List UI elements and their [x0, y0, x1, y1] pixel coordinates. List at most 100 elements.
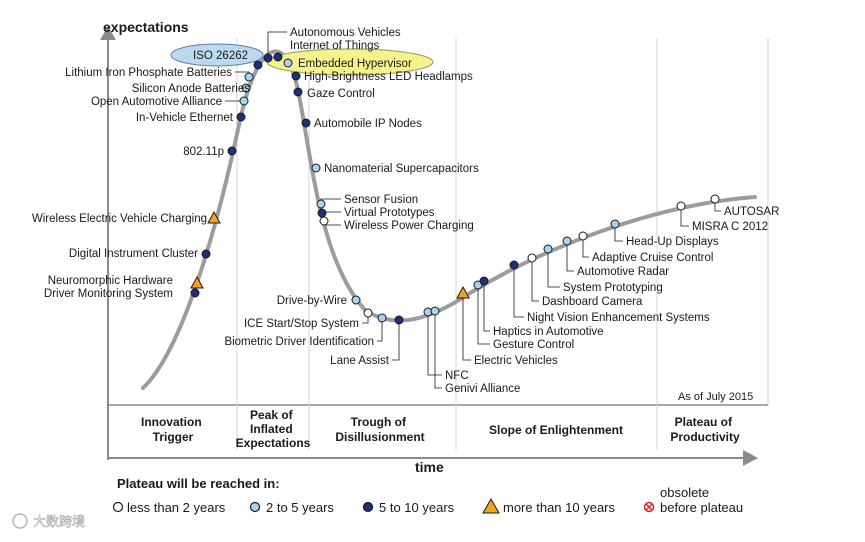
- marker-drive-by-wire: [351, 295, 361, 305]
- label-lithium-iron-phosphate-batteries: Lithium Iron Phosphate Batteries: [65, 67, 232, 79]
- marker-sensor-fusion: [316, 199, 326, 209]
- label-autosar: AUTOSAR: [724, 206, 779, 218]
- phase-slope-enlightenment: Slope of Enlightenment: [489, 423, 623, 437]
- label-wireless-power-charging: Wireless Power Charging: [344, 220, 474, 232]
- technology-markers: [190, 52, 720, 325]
- marker-silicon-anode-batteries: [241, 83, 251, 93]
- label-neuromorphic-hardware: Neuromorphic Hardware: [48, 275, 173, 287]
- legend-title: Plateau will be reached in:: [117, 476, 280, 491]
- legend-obsolete-cross-icon: [645, 503, 653, 511]
- marker-neuromorphic-hardware: [190, 275, 204, 289]
- marker-wireless-electric-vehicle-charging: [207, 210, 221, 224]
- legend-label-obsolete-top: obsolete: [660, 485, 709, 500]
- legend-label-lt2: less than 2 years: [127, 500, 226, 515]
- leader-line-electric-vehicles: [462, 293, 471, 361]
- legend-label-2to5: 2 to 5 years: [266, 500, 334, 515]
- marker-biometric-driver-identification: [377, 313, 387, 323]
- phase-trough-disillusionment: Trough of Disillusionment: [335, 415, 424, 444]
- label-lane-assist: Lane Assist: [330, 355, 390, 367]
- legend-marker-5to10: [362, 501, 374, 513]
- legend-marker-gt10: [482, 497, 500, 514]
- label-drive-by-wire: Drive-by-Wire: [277, 295, 347, 307]
- marker-misra-c-2012: [676, 201, 686, 211]
- marker-ice-start-stop-system: [363, 308, 373, 318]
- label-sensor-fusion: Sensor Fusion: [344, 194, 418, 206]
- label-high-brightness-led-headlamps: High-Brightness LED Headlamps: [304, 71, 473, 83]
- phase-peak-inflated-expectations: Peak of Inflated Expectations: [236, 408, 311, 450]
- label-virtual-prototypes: Virtual Prototypes: [344, 207, 435, 219]
- marker-in-vehicle-ethernet: [236, 112, 246, 122]
- marker-virtual-prototypes: [317, 208, 327, 218]
- marker-night-vision-enhancement-systems: [509, 260, 519, 270]
- label-embedded-hypervisor: Embedded Hypervisor: [298, 58, 412, 70]
- label-wireless-electric-vehicle-charging: Wireless Electric Vehicle Charging: [32, 213, 207, 225]
- label-silicon-anode-batteries: Silicon Anode Batteries: [132, 83, 251, 95]
- phase-innovation-trigger-line-2: Trigger: [153, 430, 194, 444]
- legend-label-5to10: 5 to 10 years: [379, 500, 455, 515]
- phase-trough-line-1: Trough of: [351, 415, 407, 429]
- phase-peak-line-2: Inflated: [250, 422, 293, 436]
- leader-line-autonomous-vehicles: [267, 31, 287, 58]
- marker-open-automotive-alliance: [239, 96, 249, 106]
- marker-wireless-power-charging: [319, 216, 329, 226]
- marker-high-brightness-led-headlamps: [291, 71, 301, 81]
- label-nanomaterial-supercapacitors: Nanomaterial Supercapacitors: [324, 163, 479, 175]
- label-electric-vehicles: Electric Vehicles: [474, 355, 558, 367]
- phase-plateau-line-2: Productivity: [670, 430, 740, 444]
- leader-line-genivi-alliance: [434, 311, 442, 389]
- legend-label-obsolete: before plateau: [660, 500, 743, 515]
- leader-line-night-vision-enhancement-systems: [513, 265, 524, 318]
- marker-adaptive-cruise-control: [578, 231, 588, 241]
- watermark-logo-icon: [12, 513, 28, 529]
- label-digital-instrument-cluster: Digital Instrument Cluster: [69, 248, 198, 260]
- marker-lithium-iron-phosphate-batteries: [244, 72, 254, 82]
- legend-marker-2to5: [249, 501, 261, 513]
- label-iso-26262: ISO 26262: [193, 50, 248, 62]
- leader-line-nfc: [427, 312, 442, 376]
- label-haptics-in-automotive: Haptics in Automotive: [493, 326, 604, 338]
- phase-plateau-productivity: Plateau of Productivity: [670, 415, 740, 444]
- phase-plateau-line-1: Plateau of: [675, 415, 733, 429]
- y-axis-title: expectations: [103, 19, 189, 35]
- marker-haptics-in-automotive: [479, 276, 489, 286]
- marker-internet-of-things: [273, 52, 283, 62]
- leader-line-automotive-radar: [566, 241, 574, 272]
- marker-genivi-alliance: [430, 306, 440, 316]
- plot-frame: [100, 26, 769, 466]
- label-nfc: NFC: [445, 370, 469, 382]
- label-genivi-alliance: Genivi Alliance: [445, 383, 520, 395]
- x-axis-title: time: [415, 459, 444, 475]
- label-night-vision-enhancement-systems: Night Vision Enhancement Systems: [527, 312, 710, 324]
- label-in-vehicle-ethernet: In-Vehicle Ethernet: [136, 112, 234, 124]
- label-system-prototyping: System Prototyping: [563, 282, 663, 294]
- marker-802-11p: [227, 146, 237, 156]
- leader-line-adaptive-cruise-control: [582, 236, 589, 258]
- leader-line-haptics-in-automotive: [483, 281, 490, 332]
- label-open-automotive-alliance: Open Automotive Alliance: [91, 96, 222, 108]
- marker-nanomaterial-supercapacitors: [311, 163, 321, 173]
- marker-autosar: [710, 194, 720, 204]
- label-autonomous-vehicles: Autonomous Vehicles: [290, 27, 401, 39]
- marker-embedded-hypervisor: [283, 58, 293, 68]
- label-gaze-control: Gaze Control: [307, 88, 375, 100]
- as-of-date: As of July 2015: [678, 391, 753, 403]
- label-802-11p: 802.11p: [183, 146, 224, 158]
- phase-labels: Innovation Trigger Peak of Inflated Expe…: [141, 408, 740, 450]
- phase-trough-line-2: Disillusionment: [335, 430, 424, 444]
- marker-head-up-displays: [610, 219, 620, 229]
- label-misra-c-2012: MISRA C 2012: [692, 221, 768, 233]
- legend-label-gt10: more than 10 years: [503, 500, 616, 515]
- label-biometric-driver-identification: Biometric Driver Identification: [224, 336, 374, 348]
- y-axis-arrow: [100, 26, 116, 40]
- marker-system-prototyping: [543, 244, 553, 254]
- label-head-up-displays: Head-Up Displays: [626, 236, 719, 248]
- phase-innovation-trigger-line-1: Innovation: [141, 415, 202, 429]
- marker-driver-monitoring-system: [190, 288, 200, 298]
- label-dashboard-camera: Dashboard Camera: [542, 296, 643, 308]
- watermark: 大数跨境: [12, 513, 85, 530]
- leader-line-lane-assist: [392, 320, 400, 361]
- watermark-text: 大数跨境: [33, 515, 85, 530]
- marker-lane-assist: [394, 315, 404, 325]
- phase-peak-line-3: Expectations: [236, 436, 311, 450]
